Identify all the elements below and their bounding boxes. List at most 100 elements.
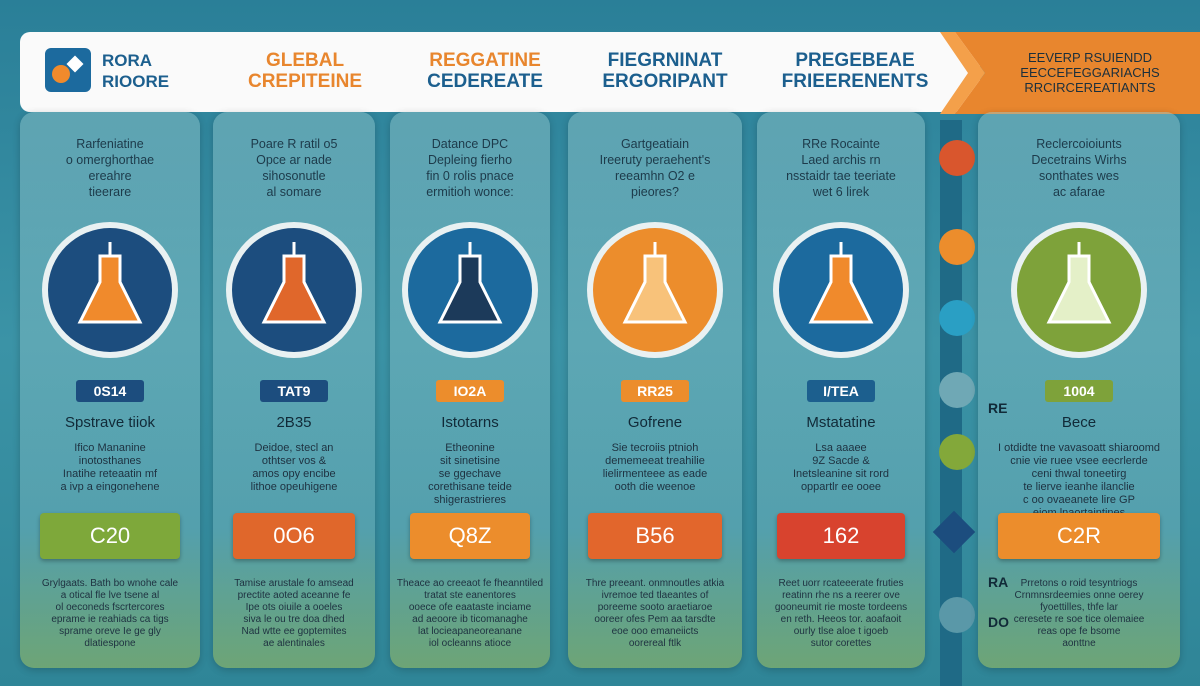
text-line: fyoettilles, thfe lar	[1040, 602, 1118, 613]
text-line: a otical fle lve tsene al	[60, 590, 160, 601]
text-line: o omerghorthae	[65, 153, 155, 167]
column-badge: RR25	[621, 380, 689, 402]
text-line: othtser vos &	[261, 455, 327, 467]
text-line: Ipe ots oiuile a ooeles	[245, 602, 343, 613]
header-tab: REGGATINE CEDEREATE	[395, 50, 575, 92]
text-line: te lierve ieanhe ilanclie	[1023, 481, 1135, 493]
text-line: tieerare	[88, 185, 132, 199]
column-badge: TAT9	[260, 380, 328, 402]
text-line: inotosthanes	[78, 455, 142, 467]
text-line: Lsa aaaee	[815, 442, 867, 454]
tab-line: CEDEREATE	[427, 71, 543, 92]
text-line: aonttne	[1062, 638, 1096, 649]
text-line: Depleing fierho	[427, 153, 513, 167]
tab-line: ERGORIPANT	[602, 71, 728, 92]
tab-line: FIEGRNINAT	[607, 50, 723, 71]
logo-icon	[45, 48, 91, 92]
text-line: Decetrains Wirhs	[1031, 153, 1127, 167]
column-intro: Poare R ratil o5 Opce ar nade sihosonutle a…	[213, 136, 375, 200]
text-line: Prretons o roid tesyntriogs	[1020, 578, 1138, 589]
text-line: Nad wtte ee goptemites	[241, 626, 347, 637]
column-desc: Lsa aaaee 9Z Sacde & Inetsleanine sit rord…	[757, 442, 925, 494]
text-line: Reet uorr rcateeerate fruties	[778, 578, 904, 589]
header-tab: PREGEBEAE FRIEERENENTS	[765, 50, 945, 92]
text-line: lat locieapaneoreanane	[418, 626, 522, 637]
text-line: sihosonutle	[262, 169, 326, 183]
column-desc: I otdidte tne vavasoatt shiaroomd cnie vi…	[978, 442, 1180, 520]
text-line: EECCEFEGGARIACHS	[1020, 65, 1160, 80]
text-line: Grylgaats. Bath bo wnohe cale	[41, 578, 179, 589]
column-icon	[42, 222, 178, 358]
text-line: shigerastrieres	[433, 494, 507, 506]
text-line: ourly tlse aloe t igoeb	[793, 626, 889, 637]
column-badge: 1004	[1045, 380, 1113, 402]
column-value: Q8Z	[410, 513, 530, 559]
text-line: Inetsleanine sit rord	[793, 468, 889, 480]
column-icon	[226, 222, 362, 358]
text-line: EEVERP RSUIENDD	[1027, 50, 1152, 65]
text-line: Gartgeatiain	[620, 137, 690, 151]
text-line: se ggechave	[438, 468, 502, 480]
text-line: ooece ofe eaataste inciame	[408, 602, 532, 613]
column-intro: Reclercoioiunts Decetrains Wirhs sonthates…	[978, 136, 1180, 200]
timeline	[932, 120, 976, 686]
text-line: iol ocleanns atioce	[428, 638, 512, 649]
column-foot: Tamise arustale fo amsead prectite aoted …	[219, 578, 369, 650]
column-title: 2B35	[276, 414, 312, 431]
text-line: amos opy encibe	[252, 468, 336, 480]
column-desc: Etheonine sit sinetisine se ggechave coreth…	[390, 442, 550, 507]
column-desc: Deidoe, stecl an othtser vos & amos opy en…	[213, 442, 375, 494]
column-title: Spstrave tiiok	[64, 414, 156, 431]
text-line: ol oeconeds fscrtercores	[55, 602, 165, 613]
text-line: Inatihe reteaatin mf	[62, 468, 158, 480]
column-badge: I/TEA	[807, 380, 875, 402]
text-line: lielirmenteee as eade	[602, 468, 708, 480]
banner-text: EEVERP RSUIENDD EECCEFEGGARIACHS RRCIRCERE…	[990, 50, 1190, 95]
text-line: RRe Rocainte	[802, 137, 880, 151]
text-line: tratat ste eanentores	[424, 590, 516, 601]
text-line: Rarfeniatine	[76, 137, 144, 151]
text-line: Crnmnsrdeemies onne oerey	[1014, 590, 1144, 601]
column-foot: Theace ao creeaot fe fheanntiled tratat s…	[396, 578, 544, 650]
text-line: Reclercoioiunts	[1036, 137, 1122, 151]
text-line: 9Z Sacde &	[812, 455, 870, 467]
text-line: Theace ao creeaot fe fheanntiled	[396, 578, 544, 589]
tab-line: CREPITEINE	[247, 71, 363, 92]
column-foot: Prretons o roid tesyntriogs Crnmnsrdeemie…	[984, 578, 1174, 650]
column-intro: RRe Rocainte Laed archis rn nsstaidr tae t…	[757, 136, 925, 200]
logo-line: RIOORE	[102, 72, 170, 91]
timeline-label: RE	[988, 400, 1008, 416]
text-line: ooth die weenoe	[614, 481, 696, 493]
column-value: 162	[777, 513, 905, 559]
text-line: ad aeoore ib ticomanaghe	[412, 614, 528, 625]
text-line: prectite aoted aceanne fe	[237, 590, 351, 601]
column-foot: Reet uorr rcateeerate fruties reatinn rhe…	[763, 578, 919, 650]
text-line: Thre preeant. onmnoutles atkia	[585, 578, 725, 589]
text-line: I otdidte tne vavasoatt shiaroomd	[997, 442, 1161, 454]
text-line: fin 0 rolis pnace	[426, 169, 514, 183]
text-line: pieores?	[631, 185, 679, 199]
text-line: eoe ooo emaneiicts	[611, 626, 699, 637]
header-tab: FIEGRNINAT ERGORIPANT	[575, 50, 755, 92]
column-title: Gofrene	[627, 414, 683, 431]
column-badge: IO2A	[436, 380, 504, 402]
column-title: Istotarns	[441, 414, 499, 431]
text-line: sprame oreve Ie ge gly	[59, 626, 161, 637]
column-foot: Thre preeant. onmnoutles atkia ivremoe te…	[574, 578, 736, 650]
column-intro: Gartgeatiain Ireeruty peraehent's reeamhn …	[568, 136, 742, 200]
text-line: ae alentinales	[263, 638, 325, 649]
text-line: c oo ovaeanete lire GP	[1023, 494, 1135, 506]
text-line: Opce ar nade	[256, 153, 332, 167]
column-intro: Rarfeniatine o omerghorthae ereahre tieerar…	[20, 136, 200, 200]
logo-line: RORA	[102, 51, 153, 70]
text-line: en reth. Heeos tor. aoafaoit	[780, 614, 902, 625]
banner-arrow	[940, 32, 1200, 114]
text-line: a ivp a eingonehene	[60, 481, 160, 493]
text-line: eprame ie reahiads ca tigs	[51, 614, 169, 625]
text-line: sonthates wes	[1039, 169, 1119, 183]
text-line: Datance DPC	[431, 137, 509, 151]
column-icon	[402, 222, 538, 358]
text-line: oppartlr ee ooee	[800, 481, 882, 493]
text-line: corethisane teide	[428, 481, 512, 493]
